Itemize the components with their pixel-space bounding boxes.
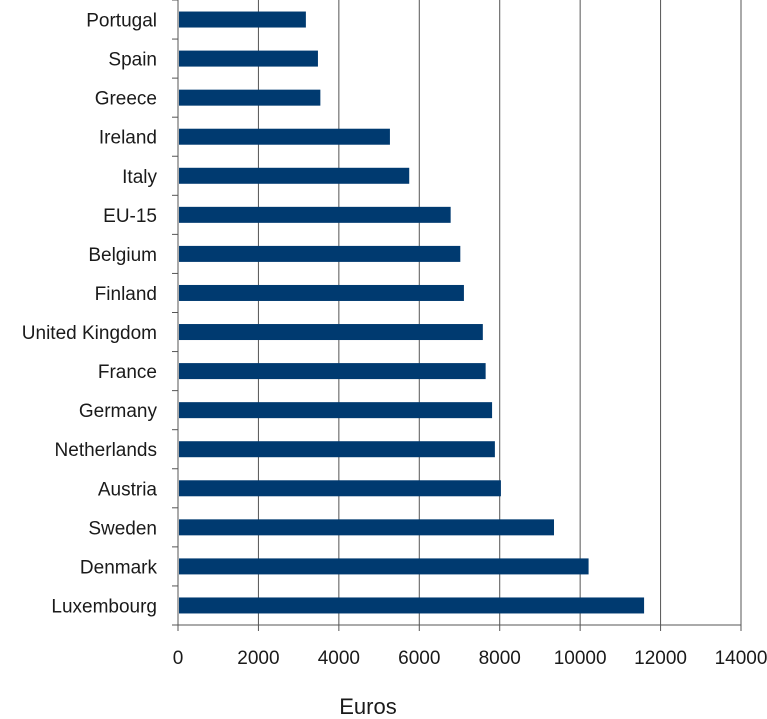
x-tick-label: 12000 [634,648,687,669]
x-tick-label: 2000 [237,648,279,669]
axes [172,0,742,631]
category-label: Denmark [80,557,158,578]
bar-spain [179,50,318,67]
category-label: Portugal [86,11,157,32]
bar-luxembourg [179,597,645,614]
category-label: EU-15 [103,206,157,227]
category-label: Ireland [99,128,157,149]
category-label: Sweden [88,518,157,539]
x-tick-label: 6000 [398,648,440,669]
x-axis-title: Euros [339,694,396,719]
bar-denmark [179,558,589,575]
category-label: Germany [79,401,158,422]
bar-eu-15 [179,206,451,223]
x-tick-label: 4000 [318,648,360,669]
category-label: Luxembourg [51,596,157,617]
category-label: France [98,362,157,383]
category-label: United Kingdom [22,323,157,344]
bar-france [179,363,486,380]
category-label: Austria [98,479,158,500]
x-tick-label: 10000 [554,648,607,669]
x-tick-labels: 0 2000 4000 6000 8000 10000 12000 14000 [173,648,767,669]
x-tick-label: 14000 [715,648,767,669]
category-label: Spain [108,50,157,71]
bar-austria [179,480,501,497]
bar-ireland [179,128,390,145]
bar-portugal [179,11,306,28]
category-label: Belgium [88,245,157,266]
bar-sweden [179,519,555,536]
x-tick-label: 8000 [479,648,521,669]
gridlines [257,0,742,625]
category-labels: Portugal Spain Greece Ireland Italy EU-15 Belg… [22,11,158,618]
category-label: Finland [95,284,157,305]
bar-germany [179,402,493,419]
bar-finland [179,284,464,301]
bar-greece [179,89,321,106]
bar-italy [179,167,410,184]
x-tick-label: 0 [173,648,184,669]
category-label: Greece [95,89,157,110]
bar-belgium [179,245,461,262]
category-label: Italy [122,167,157,188]
bar-united-kingdom [179,324,483,341]
category-label: Netherlands [55,440,157,461]
bar-netherlands [179,441,495,458]
bars [179,11,645,614]
